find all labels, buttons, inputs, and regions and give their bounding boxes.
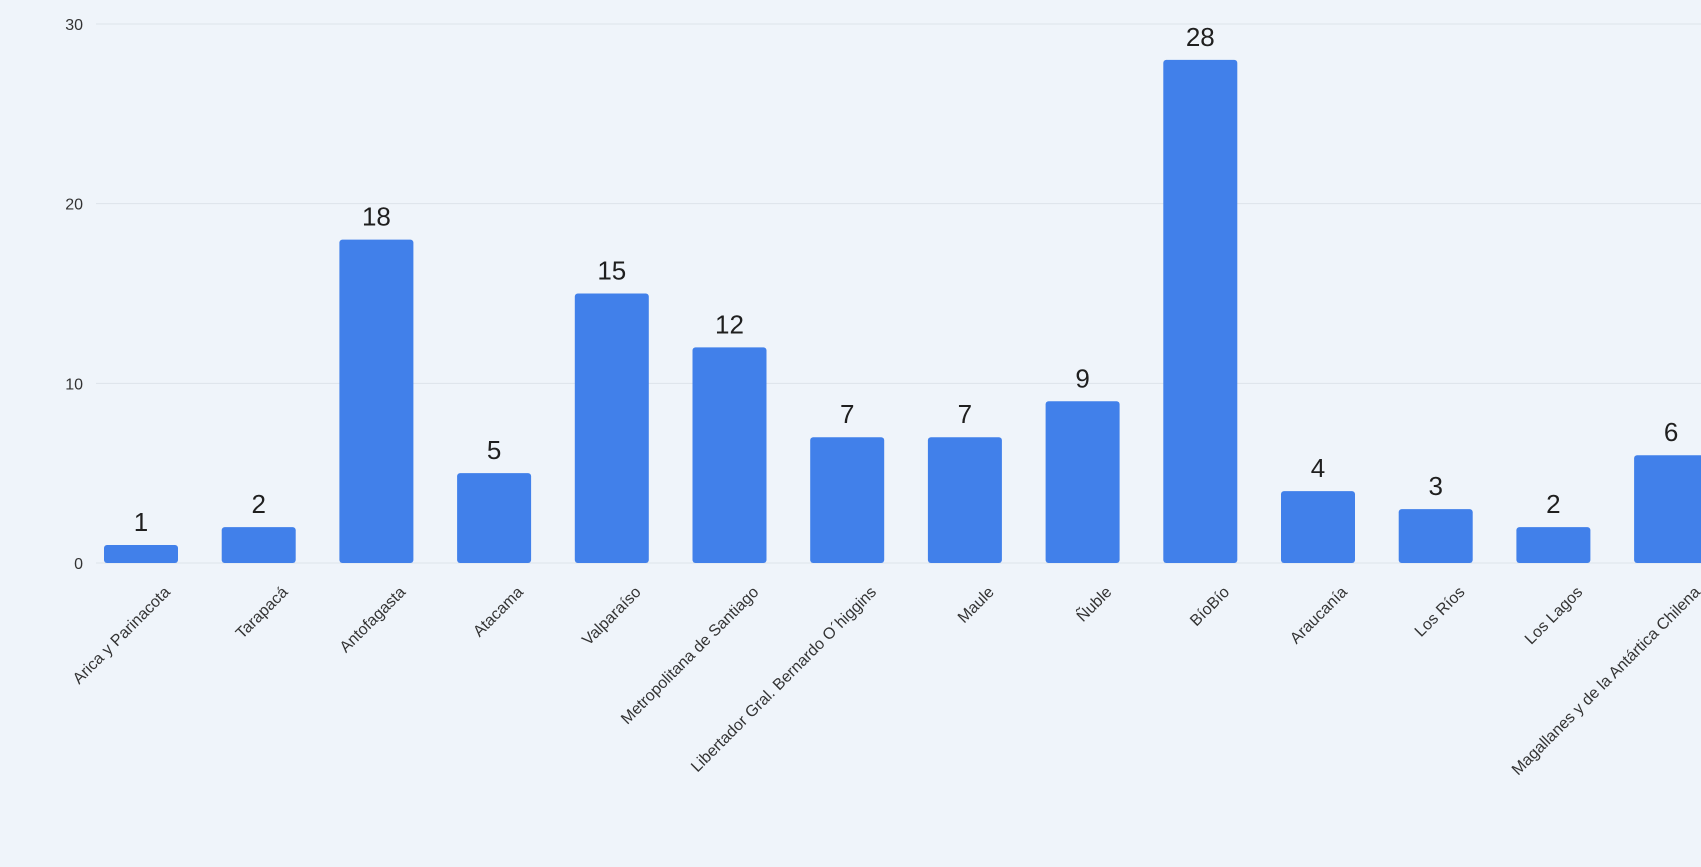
data-label: 15 <box>597 256 626 286</box>
category-label: Metropolitana de Santiago <box>618 584 762 728</box>
category-label: BíoBío <box>1187 584 1233 630</box>
bar <box>927 437 1002 563</box>
category-label: Antofagasta <box>337 584 409 656</box>
data-label: 1 <box>134 507 148 537</box>
category-label: Maule <box>955 584 998 627</box>
bar <box>1516 527 1591 563</box>
category-label: Araucanía <box>1287 584 1351 648</box>
y-tick-label: 10 <box>65 376 83 393</box>
category-label: Los Lagos <box>1522 584 1586 648</box>
y-tick-label: 0 <box>74 556 83 573</box>
data-label: 7 <box>840 399 854 429</box>
data-label: 4 <box>1311 453 1325 483</box>
category-label: Los Ríos <box>1412 584 1469 641</box>
category-label: Valparaíso <box>579 584 644 649</box>
data-label: 18 <box>362 202 391 232</box>
bar <box>692 347 767 563</box>
data-label: 6 <box>1664 417 1678 447</box>
bar <box>1163 59 1238 563</box>
category-label: Magallanes y de la Antártica Chilena <box>1509 584 1701 779</box>
data-label: 28 <box>1186 22 1215 52</box>
bar <box>104 545 178 563</box>
bar <box>339 239 414 563</box>
bar <box>1634 455 1701 563</box>
category-label: Tarapacá <box>233 584 292 643</box>
data-label: 2 <box>1546 489 1560 519</box>
bar <box>221 527 296 563</box>
bars <box>104 59 1701 563</box>
data-label: 5 <box>487 435 501 465</box>
x-axis-labels: Arica y Parinacota Tarapacá Antofagasta Ata… <box>70 582 1701 779</box>
category-label: Libertador Gral. Bernardo O´higgins <box>688 584 880 776</box>
category-label: Ñuble <box>1072 582 1116 626</box>
category-label: Atacama <box>470 584 527 641</box>
bar <box>574 293 649 563</box>
data-label: 7 <box>958 399 972 429</box>
data-label: 12 <box>715 309 744 339</box>
bar <box>1281 491 1355 563</box>
y-tick-label: 20 <box>65 197 83 214</box>
data-label: 3 <box>1428 471 1442 501</box>
bar <box>457 473 532 563</box>
y-tick-label: 30 <box>65 17 83 34</box>
bar <box>1045 401 1120 563</box>
y-axis-ticks: 0 10 20 30 <box>65 17 83 573</box>
data-label: 2 <box>251 489 265 519</box>
bar <box>1398 509 1473 563</box>
data-label: 9 <box>1075 363 1089 393</box>
grid-lines <box>96 23 1701 564</box>
bar <box>810 437 885 563</box>
category-label: Arica y Parinacota <box>70 584 174 688</box>
